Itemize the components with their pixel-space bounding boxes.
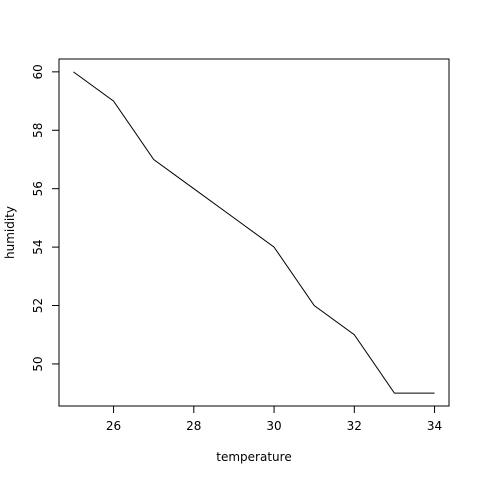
x-tick-label: 28: [186, 419, 201, 433]
y-axis: 50 52 54 56 58 60: [31, 64, 59, 372]
plot-frame: [58, 58, 450, 407]
y-tick-label: 50: [31, 356, 45, 371]
series-line: [73, 71, 435, 394]
y-tick-label: 54: [31, 239, 45, 254]
y-tick-label: 60: [31, 64, 45, 79]
x-axis: 26 28 30 32 34: [106, 406, 442, 433]
y-tick-label: 58: [31, 123, 45, 138]
x-tick-label: 26: [106, 419, 121, 433]
y-tick-label: 52: [31, 298, 45, 313]
x-tick-label: 32: [347, 419, 362, 433]
y-axis-title: humidity: [3, 206, 17, 259]
x-tick-label: 30: [266, 419, 281, 433]
x-tick-label: 34: [427, 419, 442, 433]
x-axis-title: temperature: [216, 450, 291, 464]
y-tick-label: 56: [31, 181, 45, 196]
